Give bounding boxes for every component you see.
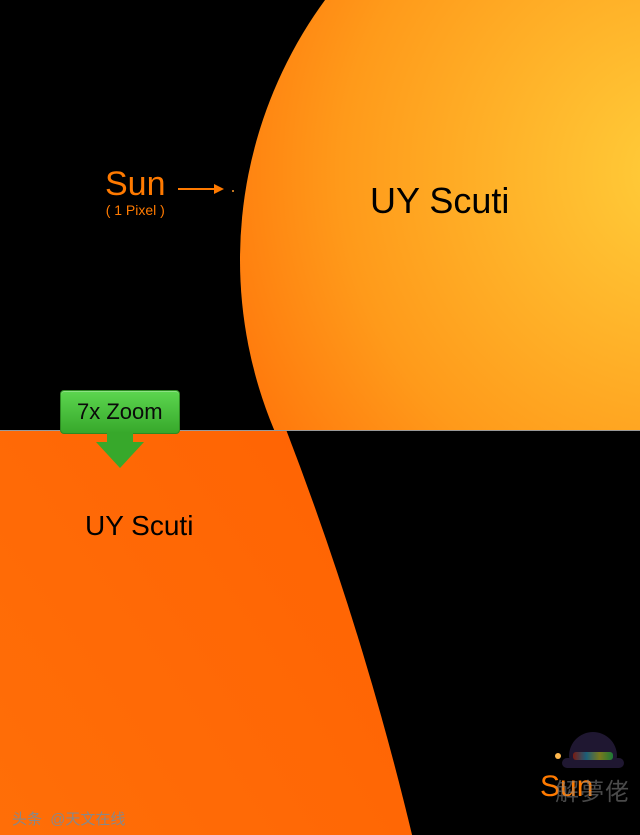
sun-label-main: Sun xyxy=(105,165,166,203)
sun-arrow-head xyxy=(214,184,224,194)
diagram-container: Sun ( 1 Pixel ) UY Scuti 7x Zoom xyxy=(0,0,640,835)
zoom-badge-box: 7x Zoom xyxy=(60,390,180,434)
uy-scuti-label-bottom: UY Scuti xyxy=(85,510,193,542)
caption-handle: @天文在线 xyxy=(50,811,125,828)
watermark-hat-icon xyxy=(569,732,617,762)
zoom-badge: 7x Zoom xyxy=(60,390,180,469)
zoom-arrow-icon xyxy=(96,442,144,468)
watermark: 解夢佬 xyxy=(555,732,630,807)
uy-scuti-star-bottom xyxy=(0,430,500,835)
zoom-badge-text: 7x Zoom xyxy=(77,399,163,424)
top-panel: Sun ( 1 Pixel ) UY Scuti xyxy=(0,0,640,430)
sun-label-sub: ( 1 Pixel ) xyxy=(105,202,166,218)
caption-prefix: 头条 xyxy=(12,811,42,828)
sun-label-top: Sun ( 1 Pixel ) xyxy=(105,165,166,218)
sun-arrow-line xyxy=(178,188,216,190)
caption-bar: 头条 @天文在线 xyxy=(0,802,640,835)
bottom-panel: UY Scuti Sun xyxy=(0,430,640,835)
uy-scuti-label-top: UY Scuti xyxy=(370,180,509,222)
sun-pixel-dot xyxy=(232,190,234,192)
